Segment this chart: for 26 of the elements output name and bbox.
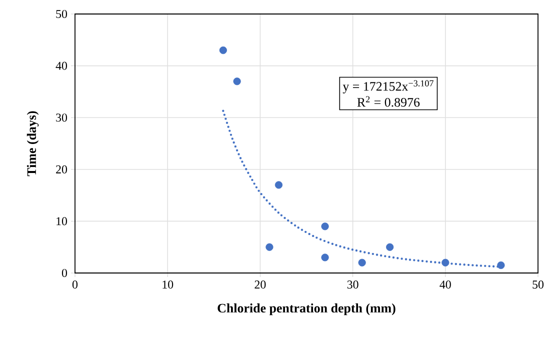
point	[358, 258, 366, 266]
y-tick-label: 40	[56, 62, 68, 70]
point	[497, 261, 505, 270]
annotation: R$^{2}$ = 0.8976	[357, 96, 420, 107]
y-tick-label: 0	[62, 268, 68, 278]
point	[233, 78, 241, 86]
x-tick-label: 0	[72, 280, 78, 289]
annotation: y = 172152x$^{−3.107}$	[342, 80, 434, 94]
point	[386, 243, 394, 251]
point	[266, 243, 274, 251]
point	[321, 254, 329, 262]
x-tick-label: 40	[440, 280, 451, 289]
point	[442, 258, 450, 266]
point	[219, 46, 227, 54]
y-tick-label: 50	[56, 10, 68, 18]
x-tick-label: 20	[254, 280, 266, 289]
x-tick-label: 10	[162, 280, 174, 289]
point	[274, 181, 283, 189]
x-axis-title: Chloride pentration depth (mm)	[218, 303, 396, 316]
y-axis-title: Time (days)	[26, 111, 39, 176]
x-tick-label: 30	[347, 280, 358, 289]
y-tick-label: 20	[56, 165, 68, 174]
y-tick-label: 10	[56, 217, 68, 226]
point	[321, 222, 329, 230]
y-tick-label: 30	[56, 114, 68, 122]
x-tick-label: 50	[532, 280, 544, 289]
